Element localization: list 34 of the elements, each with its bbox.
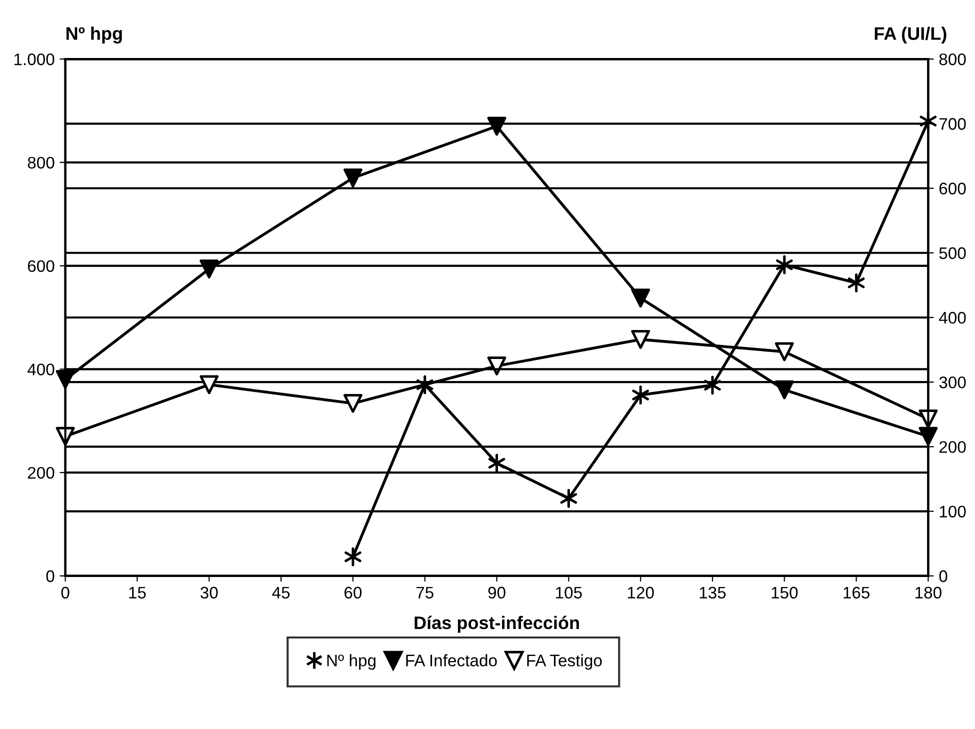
x-tick-label: 105 bbox=[556, 586, 582, 599]
x-tick-label: 45 bbox=[272, 586, 290, 599]
x-tick-label: 15 bbox=[129, 586, 146, 599]
x-tick-label: 120 bbox=[628, 586, 654, 599]
x-tick-label: 165 bbox=[844, 586, 870, 599]
legend-label: FA Infectado bbox=[406, 654, 497, 666]
y2-tick-label: 500 bbox=[939, 247, 966, 260]
legend-label: FA Testigo bbox=[527, 654, 602, 670]
y-axis-title: Nº hpg bbox=[66, 26, 122, 44]
y2-tick-label: 400 bbox=[939, 312, 966, 324]
x-tick-label: 0 bbox=[61, 586, 70, 599]
y-tick-label: 400 bbox=[27, 364, 54, 376]
y2-axis-title: FA (UI/L) bbox=[874, 26, 946, 44]
y-tick-label: 0 bbox=[46, 570, 54, 582]
y2-tick-label: 200 bbox=[939, 441, 966, 453]
x-tick-label: 135 bbox=[700, 586, 726, 599]
x-tick-label: 90 bbox=[488, 586, 506, 599]
x-tick-label: 150 bbox=[772, 586, 798, 599]
y-tick-label: 1.000 bbox=[14, 53, 54, 66]
y2-tick-label: 600 bbox=[939, 182, 966, 194]
x-tick-label: 75 bbox=[416, 586, 434, 599]
x-tick-label: 60 bbox=[344, 586, 362, 599]
y2-tick-label: 800 bbox=[939, 53, 966, 66]
y-tick-label: 800 bbox=[28, 156, 54, 169]
y2-tick-label: 700 bbox=[939, 118, 966, 130]
y-tick-label: 200 bbox=[28, 466, 54, 479]
x-axis-title: Días post-infección bbox=[414, 616, 579, 633]
x-tick-label: 30 bbox=[200, 586, 218, 599]
y-tick-label: 600 bbox=[28, 260, 54, 272]
y2-tick-label: 0 bbox=[939, 570, 948, 582]
y2-tick-label: 100 bbox=[940, 506, 966, 518]
y2-tick-label: 300 bbox=[939, 376, 966, 388]
x-tick-label: 180 bbox=[916, 586, 942, 599]
legend-label: Nº hpg bbox=[327, 654, 376, 670]
